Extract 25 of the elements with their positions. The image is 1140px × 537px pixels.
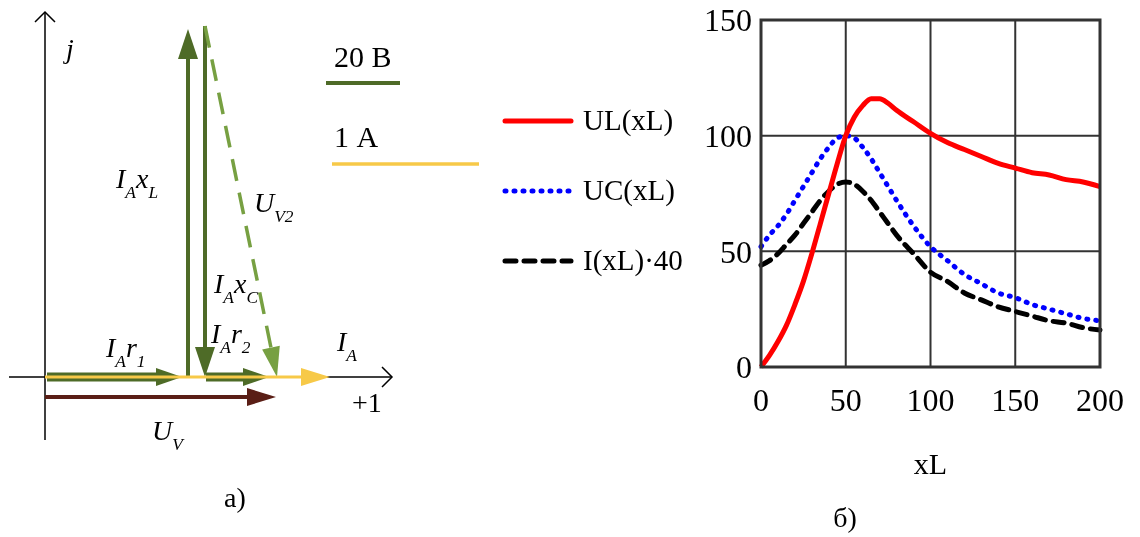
y-tick-label: 0	[736, 349, 752, 386]
x-tick-label: 150	[991, 382, 1040, 418]
text: I$_{A}$r$_{1}$	[105, 332, 146, 371]
text: 20 В	[334, 40, 392, 73]
legend-label: UL(xL)	[583, 104, 674, 137]
legend-label: I(xL)·40	[583, 244, 683, 277]
y-tick-label: 50	[720, 233, 752, 270]
y-tick-label: 150	[704, 2, 752, 39]
text: U$_{V2}$	[254, 187, 294, 226]
text: а)	[224, 482, 246, 513]
x-tick-label: 200	[1076, 382, 1124, 418]
text: I$_{A}$r$_{2}$	[210, 318, 251, 357]
text: 1 А	[334, 120, 379, 153]
y-tick-label: 100	[704, 117, 752, 154]
x-tick-label: 100	[906, 382, 955, 418]
text: I$_{A}$	[336, 326, 358, 365]
text: б)	[833, 502, 857, 533]
text: j	[63, 33, 74, 64]
text: I$_{A}$x$_{C}$	[213, 268, 259, 307]
x-axis-title: xL	[913, 447, 948, 480]
text: I$_{A}$x$_{L}$	[115, 163, 159, 202]
text: +1	[352, 387, 382, 418]
text: U$_{V}$	[152, 415, 186, 454]
legend-label: UC(xL)	[583, 174, 675, 207]
x-tick-label: 50	[829, 382, 862, 418]
